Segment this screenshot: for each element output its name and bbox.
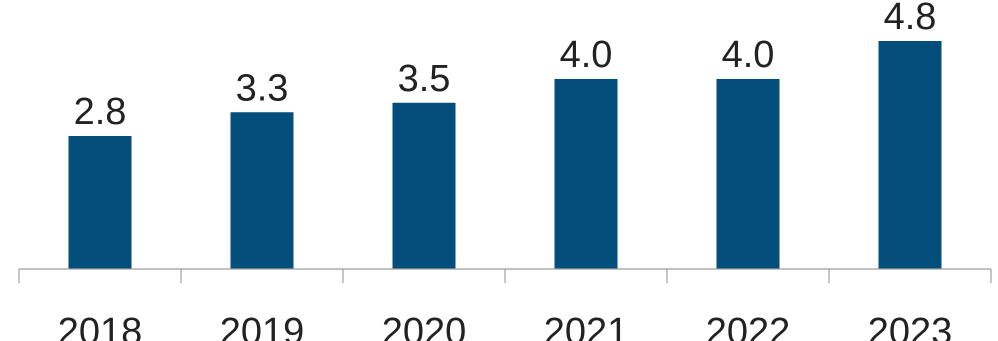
bar-2022 (716, 79, 780, 269)
x-tick-labels: 2018 2019 2020 2021 2022 2023 (58, 311, 953, 341)
value-label-2018: 2.8 (74, 91, 127, 133)
bar-2023 (878, 41, 942, 269)
x-tick-label-2020: 2020 (382, 311, 467, 341)
value-label-2022: 4.0 (722, 34, 775, 76)
bar-2020 (392, 102, 456, 269)
value-labels-layer: 2.8 3.3 3.5 4.0 4.0 4.8 (74, 0, 937, 133)
value-label-2019: 3.3 (236, 67, 289, 109)
value-label-2021: 4.0 (560, 34, 613, 76)
bars-layer (68, 41, 942, 269)
bar-2018 (68, 136, 132, 269)
x-tick-label-2018: 2018 (58, 311, 143, 341)
bar-2019 (230, 112, 294, 269)
value-label-2023: 4.8 (884, 0, 937, 38)
x-tick-label-2023: 2023 (868, 311, 953, 341)
x-axis (18, 268, 992, 283)
bar-2021 (554, 79, 618, 269)
x-tick-label-2019: 2019 (220, 311, 305, 341)
x-tick-label-2022: 2022 (706, 311, 791, 341)
x-tick-label-2021: 2021 (544, 311, 629, 341)
value-label-2020: 3.5 (398, 58, 451, 100)
